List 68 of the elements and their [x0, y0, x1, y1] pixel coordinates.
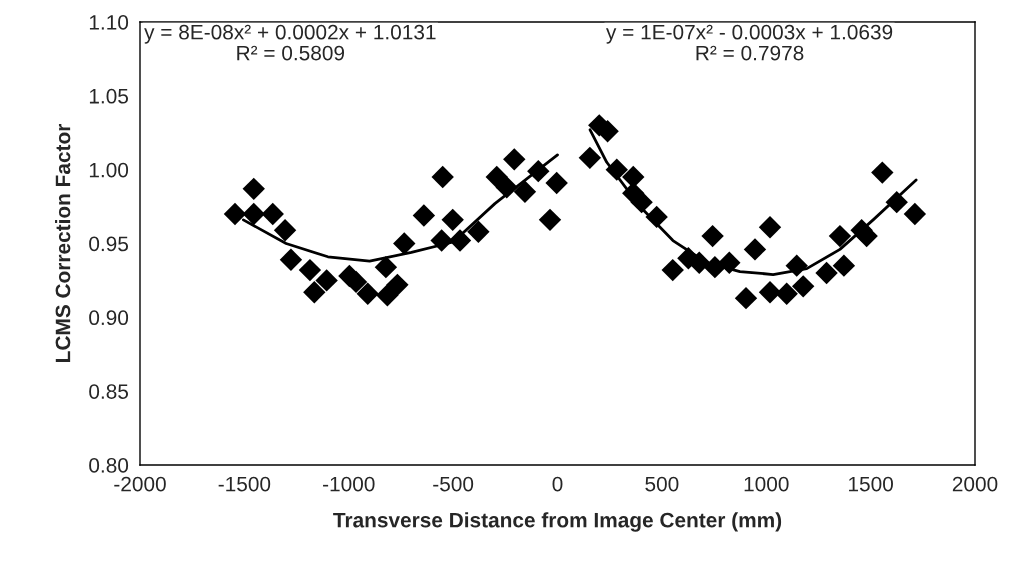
- point: [430, 229, 453, 252]
- point: [527, 159, 550, 183]
- y-tick-label: 1.00: [89, 162, 129, 178]
- point: [376, 283, 399, 307]
- point: [303, 281, 326, 304]
- y-tick-label: 0.85: [89, 384, 129, 399]
- point: [503, 148, 526, 171]
- point: [885, 190, 908, 214]
- point: [701, 224, 724, 248]
- point: [758, 281, 782, 304]
- point: [279, 248, 303, 271]
- point: [298, 258, 322, 282]
- point: [645, 205, 668, 229]
- point: [538, 208, 562, 232]
- point: [356, 282, 379, 305]
- point: [393, 232, 416, 255]
- point: [734, 286, 758, 310]
- x-tick-label: 500: [645, 476, 679, 492]
- point: [242, 202, 265, 226]
- point: [431, 165, 454, 189]
- x-tick-label: 0: [552, 476, 563, 492]
- point: [545, 171, 568, 195]
- point: [815, 261, 838, 285]
- point: [828, 224, 852, 248]
- point: [495, 176, 518, 199]
- point: [871, 161, 894, 184]
- x-tick-label: 2000: [952, 476, 998, 492]
- point: [792, 275, 815, 298]
- point: [578, 146, 602, 170]
- point: [775, 282, 798, 305]
- y-tick-label: 0.95: [89, 236, 129, 252]
- y-tick-label: 1.05: [89, 88, 129, 104]
- point: [703, 255, 727, 279]
- y-tick-label: 1.10: [89, 15, 129, 30]
- point: [441, 208, 464, 232]
- point: [386, 273, 409, 297]
- point: [412, 204, 436, 227]
- point: [315, 269, 338, 292]
- point: [374, 255, 398, 279]
- y-tick-label: 0.90: [89, 310, 129, 326]
- x-tick-label: -500: [433, 476, 474, 492]
- y-tick-label: 0.80: [89, 458, 129, 473]
- point: [758, 216, 782, 239]
- point: [261, 202, 284, 226]
- point: [448, 229, 472, 252]
- point: [242, 177, 265, 201]
- point: [903, 202, 927, 226]
- point: [718, 251, 741, 274]
- x-tick-label: 1500: [849, 476, 893, 492]
- point: [467, 220, 490, 243]
- point: [223, 202, 247, 226]
- point: [273, 219, 297, 242]
- x-tick-label: -1500: [218, 476, 271, 492]
- x-tick-label: -2000: [114, 476, 166, 492]
- x-tick-label: -1000: [323, 476, 375, 492]
- point: [661, 258, 684, 282]
- point: [743, 238, 767, 261]
- point: [785, 254, 808, 277]
- point: [513, 180, 537, 204]
- annotation: y = 8E-08x² + 0.0002x + 1.0131 R² = 0.5809: [144, 24, 436, 61]
- point: [605, 158, 628, 181]
- x-tick-label: 1000: [744, 476, 789, 492]
- annotation: y = 1E-07x² - 0.0003x + 1.0639 R² = 0.7978: [606, 24, 893, 61]
- y-axis-title: LCMS Correction Factor: [55, 124, 71, 362]
- point: [630, 190, 653, 214]
- point: [832, 254, 856, 277]
- point: [688, 251, 711, 274]
- x-axis-title: Transverse Distance from Image Center (mm): [333, 512, 782, 532]
